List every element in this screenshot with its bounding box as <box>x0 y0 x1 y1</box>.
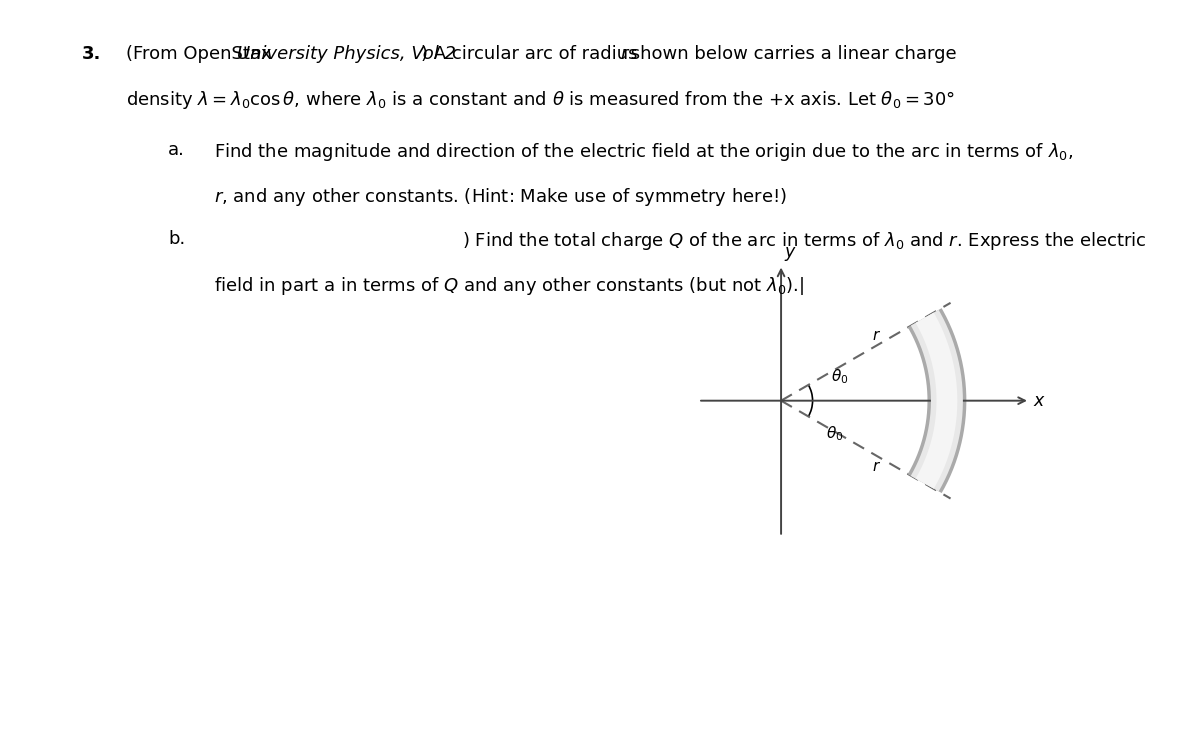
Text: ) A circular arc of radius: ) A circular arc of radius <box>421 45 643 62</box>
Text: 3.: 3. <box>82 45 101 62</box>
Text: Find the magnitude and direction of the electric field at the origin due to the : Find the magnitude and direction of the … <box>214 141 1073 163</box>
Text: r: r <box>872 459 878 473</box>
Text: $\theta_0$: $\theta_0$ <box>826 424 844 442</box>
Text: x: x <box>1033 392 1044 410</box>
Text: a.: a. <box>168 141 185 159</box>
Text: University Physics, Vol 2: University Physics, Vol 2 <box>236 45 456 62</box>
Text: density $\lambda = \lambda_0 \cos\theta$, where $\lambda_0$ is a constant and $\: density $\lambda = \lambda_0 \cos\theta$… <box>126 89 955 111</box>
Text: (From OpenStax: (From OpenStax <box>126 45 277 62</box>
Text: y: y <box>785 243 794 261</box>
Text: ) Find the total charge $Q$ of the arc in terms of $\lambda_0$ and $r$. Express : ) Find the total charge $Q$ of the arc i… <box>462 230 1147 252</box>
Text: shown below carries a linear charge: shown below carries a linear charge <box>625 45 956 62</box>
Text: $r$, and any other constants. (Hint: Make use of symmetry here!): $r$, and any other constants. (Hint: Mak… <box>214 186 786 208</box>
Text: r: r <box>872 328 878 343</box>
Text: r: r <box>620 45 628 62</box>
Text: field in part a in terms of $Q$ and any other constants (but not $\lambda_0$).$|: field in part a in terms of $Q$ and any … <box>214 275 804 297</box>
Text: $\theta_0$: $\theta_0$ <box>830 367 848 386</box>
Text: b.: b. <box>168 230 185 248</box>
